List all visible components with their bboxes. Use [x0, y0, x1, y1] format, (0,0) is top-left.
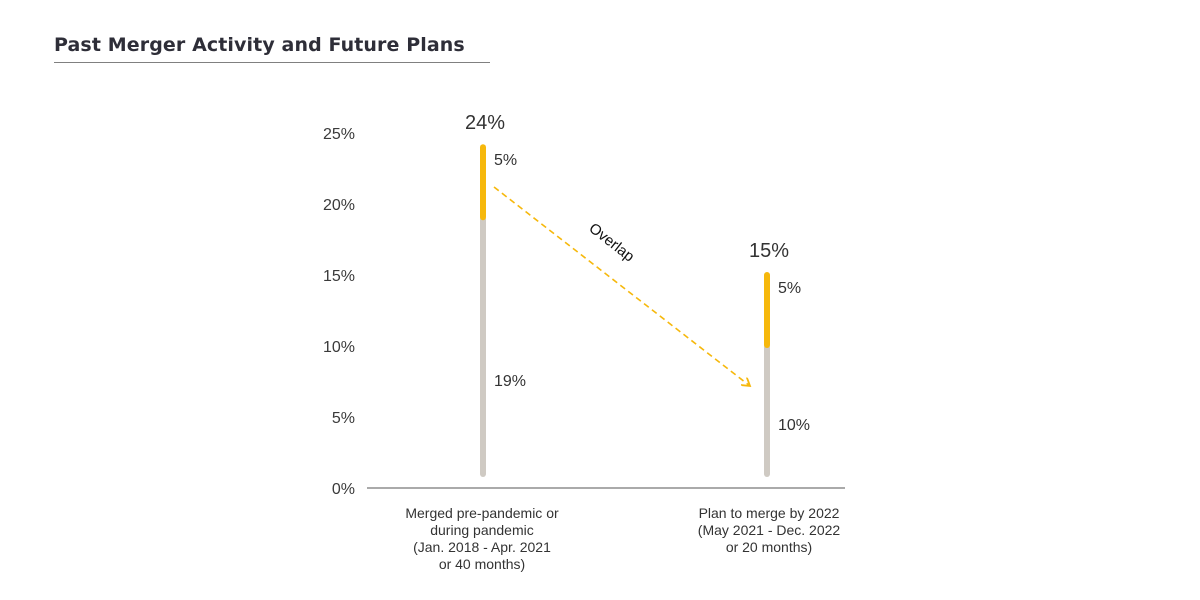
- y-tick-label: 0%: [332, 481, 355, 498]
- y-tick-label: 5%: [332, 410, 355, 427]
- page-title: Past Merger Activity and Future Plans: [54, 34, 465, 56]
- bar-total-label: 15%: [749, 240, 789, 262]
- x-category-label: or 40 months): [439, 556, 525, 572]
- x-category-label: Plan to merge by 2022: [699, 505, 840, 521]
- segment-value-label: 5%: [778, 280, 801, 297]
- x-category-label: during pandemic: [430, 522, 534, 538]
- y-tick-label: 20%: [323, 197, 355, 214]
- bars: 19% 5% 24% 10% 5% 15%: [465, 112, 810, 477]
- bar-total-label: 24%: [465, 112, 505, 134]
- y-axis: 0% 5% 10% 15% 20% 25%: [323, 126, 355, 498]
- segment-value-label: 10%: [778, 417, 810, 434]
- title-block: Past Merger Activity and Future Plans: [54, 34, 490, 63]
- overlap-arrow-line: [493, 186, 750, 386]
- segment-value-label: 19%: [494, 373, 526, 390]
- x-category-label: or 20 months): [726, 539, 812, 555]
- overlap-arrow: Overlap: [493, 186, 750, 386]
- segment-value-label: 5%: [494, 152, 517, 169]
- y-tick-label: 15%: [323, 268, 355, 285]
- y-tick-label: 10%: [323, 339, 355, 356]
- x-category-label: (Jan. 2018 - Apr. 2021: [413, 539, 551, 555]
- y-tick-label: 25%: [323, 126, 355, 143]
- x-category-label: Merged pre-pandemic or: [405, 505, 559, 521]
- x-category-label: (May 2021 - Dec. 2022: [698, 522, 841, 538]
- overlap-label: Overlap: [586, 220, 638, 266]
